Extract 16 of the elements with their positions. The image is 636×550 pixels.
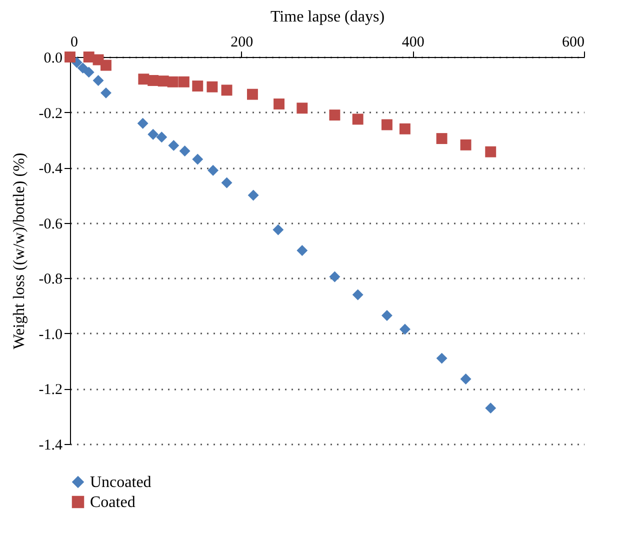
x-tick-label: 400 xyxy=(402,34,424,50)
y-axis-title: Weight loss ((w/w)/bottle) (%) xyxy=(10,152,28,350)
y-tick-label: -1.0 xyxy=(38,326,62,343)
y-tick-label: -1.4 xyxy=(38,438,63,454)
legend-label: Uncoated xyxy=(90,474,152,491)
y-tick-label: -0.2 xyxy=(38,106,62,122)
x-tick-label: 200 xyxy=(230,34,254,50)
y-tick-label: -0.4 xyxy=(38,161,63,178)
x-tick-label: 600 xyxy=(562,34,584,50)
y-tick-label: -0.8 xyxy=(38,272,62,288)
legend-label: Coated xyxy=(90,494,136,511)
x-axis-title: Time lapse (days) xyxy=(270,8,385,26)
y-tick-label: 0.0 xyxy=(44,50,62,66)
x-tick-label: 0 xyxy=(70,34,78,50)
y-tick-label: -1.2 xyxy=(38,382,62,398)
y-tick-label: -0.6 xyxy=(38,216,63,232)
